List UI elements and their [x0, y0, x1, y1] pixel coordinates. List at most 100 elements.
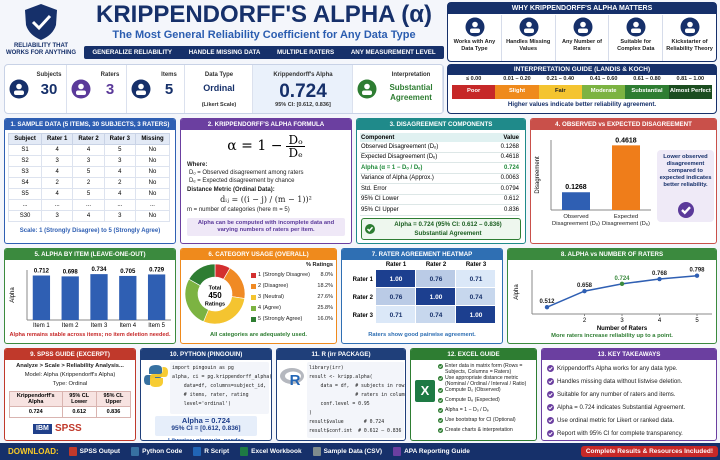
components-table: Component Value Observed Disagreement (Dₒ)… [360, 133, 520, 216]
stat: Krippendorff's Alpha 0.724 95% CI: [0.612,… [253, 65, 353, 113]
panel: 8. ALPHA vs NUMBER OF RATERS Alpha 2 3 4 5 Num… [507, 248, 717, 344]
value-label: 0.734 [91, 267, 107, 273]
x-tick-label: Expected Disagreement (Dₑ) [602, 214, 650, 227]
panel: 6. CATEGORY USAGE (OVERALL) Total 450 Ratin… [180, 248, 337, 344]
guide-range: 0.81 – 1.00 [676, 76, 705, 82]
guide-range: 0.61 – 0.80 [633, 76, 661, 82]
result-line: Alpha = 0.724 [181, 416, 231, 425]
panel-body: Total 450 Ratings % Ratings 1 (Strongly Disa… [181, 260, 336, 343]
cell: 4 [41, 188, 74, 200]
panel-note: Lower observed disagreement compared to … [659, 154, 712, 188]
value-label: 0.698 [63, 269, 79, 275]
takeaway: Alpha = 0.724 indicates Substantial Agre… [557, 404, 686, 411]
panel-title: 4. OBSERVED vs EXPECTED DISAGREEMENT [531, 119, 716, 130]
x-tick-label: Item 4 [119, 323, 136, 329]
panel-title: 8. ALPHA vs NUMBER OF RATERS [508, 249, 716, 260]
cell: S2 [7, 155, 43, 167]
cell: 0.0063 [487, 173, 520, 184]
cell: 0.1268 [487, 142, 520, 153]
why-item: Handles Missing Values [500, 15, 555, 61]
table-row: Observed Disagreement (Dₒ) 0.1268 [360, 142, 520, 153]
cell: 3 [103, 210, 136, 222]
column-label: Rater 3 [466, 262, 487, 268]
y-axis-label: Alpha [514, 284, 520, 300]
definition: Dₒ = Observed disagreement among raters [189, 170, 304, 176]
why-label: Any Number of Raters [561, 39, 603, 52]
icon-body [685, 28, 696, 33]
value-label: 0.712 [34, 269, 50, 275]
point [657, 276, 662, 282]
chart-svg [438, 428, 443, 433]
cell: No [134, 177, 171, 189]
denominator: Dₑ [288, 145, 303, 160]
header-cell: Rater 1 [41, 133, 74, 145]
stat-note: (Likert Scale) [201, 102, 237, 108]
header-cell: Subject [7, 133, 43, 145]
table-row: Expected Disagreement (Dₑ) 0.4618 [360, 152, 520, 163]
cell: S3 [7, 166, 43, 178]
code-line: result <- kripp.alpha( [309, 375, 373, 380]
result: Alpha = 0.724 (95% CI: 0.612 – 0.836) [394, 221, 502, 228]
stat-value: 30 [40, 81, 58, 98]
table-row: 95% CI Lower 0.612 [360, 194, 520, 205]
chart-svg [438, 418, 443, 423]
check-mark [438, 389, 443, 392]
chart-svg [626, 17, 646, 37]
excel-step: Create charts & interpretation [445, 427, 513, 433]
where: Where: [187, 162, 208, 168]
definition: Dₑ = Expected disagreement by chance [189, 178, 295, 184]
legend-swatch [251, 284, 256, 289]
panel-title: 2. KRIPPENDORFF'S ALPHA FORMULA [181, 119, 351, 130]
stat-label: Krippendorff's Alpha [273, 72, 333, 78]
icon-body [523, 28, 534, 33]
tag: MULTIPLE RATERS [276, 48, 335, 56]
panel: 3. DISAGREEMENT COMPONENTS Component Value… [356, 118, 526, 244]
stat-value: 0.724 [279, 81, 327, 102]
bar [612, 145, 640, 210]
panel-title: 12. EXCEL GUIDE [411, 349, 536, 360]
cell: No [134, 188, 171, 200]
legend-swatch [251, 295, 256, 300]
takeaway: Report with 95% CI for complete transpar… [557, 430, 683, 437]
header-cell: Krippendorff's Alpha [9, 391, 63, 407]
item-label: Sample Data (CSV) [323, 447, 383, 455]
chart-svg [547, 404, 554, 411]
table-row: S30 3 4 3 No [7, 210, 171, 222]
chart-svg [438, 408, 443, 413]
logo-spss: SPSS [55, 423, 82, 434]
cell: 4 [103, 166, 136, 178]
cell-label: 0.76 [430, 276, 443, 283]
icon-dot [472, 21, 478, 28]
legend-row: 3 (Neutral) 27.6% [251, 293, 333, 303]
x-tick-label: Item 1 [33, 323, 50, 329]
guide-colors: Poor Slight Fair Moderate Substantial Almost … [452, 85, 712, 99]
legend-row: 4 (Agree) 25.8% [251, 304, 333, 314]
why-item: Any Number of Raters [554, 15, 609, 61]
guide-range: ≤ 0.00 [466, 76, 482, 82]
cell: 4 [41, 144, 74, 156]
item-label: Excel Workbook [251, 447, 302, 455]
heat-cell [376, 306, 415, 323]
cell-label: 0.76 [390, 294, 403, 301]
formula-lhs: α = 1 − [227, 138, 283, 154]
item-icon [240, 447, 249, 456]
chart-svg [680, 17, 700, 37]
takeaway: Suitable for any number of raters and it… [557, 391, 676, 398]
value-label: 0.768 [652, 271, 668, 277]
bar [61, 276, 79, 320]
item-icon [131, 447, 140, 456]
why-label: Works with Any Data Type [453, 39, 496, 52]
tag: ANY MEASUREMENT LEVEL [350, 48, 436, 56]
shield-icon [25, 4, 57, 40]
panel-body: Analyze > Scale > Reliability Analysis..… [5, 360, 135, 440]
legend-label: 3 (Neutral) [258, 294, 284, 300]
subtitle: The Most General Reliability Coefficient… [112, 29, 416, 41]
panel-title: 9. SPSS GUIDE (EXCERPT) [5, 349, 135, 360]
chart-svg [519, 17, 539, 37]
cell: 2 [72, 177, 105, 189]
footer-badge: Complete Results & Resources Included! [580, 445, 718, 458]
icon-dot [579, 21, 586, 28]
why-label: Suitable for Complex Data [617, 39, 655, 52]
cell: No [134, 210, 171, 222]
value-label: 25.8% [317, 305, 333, 311]
